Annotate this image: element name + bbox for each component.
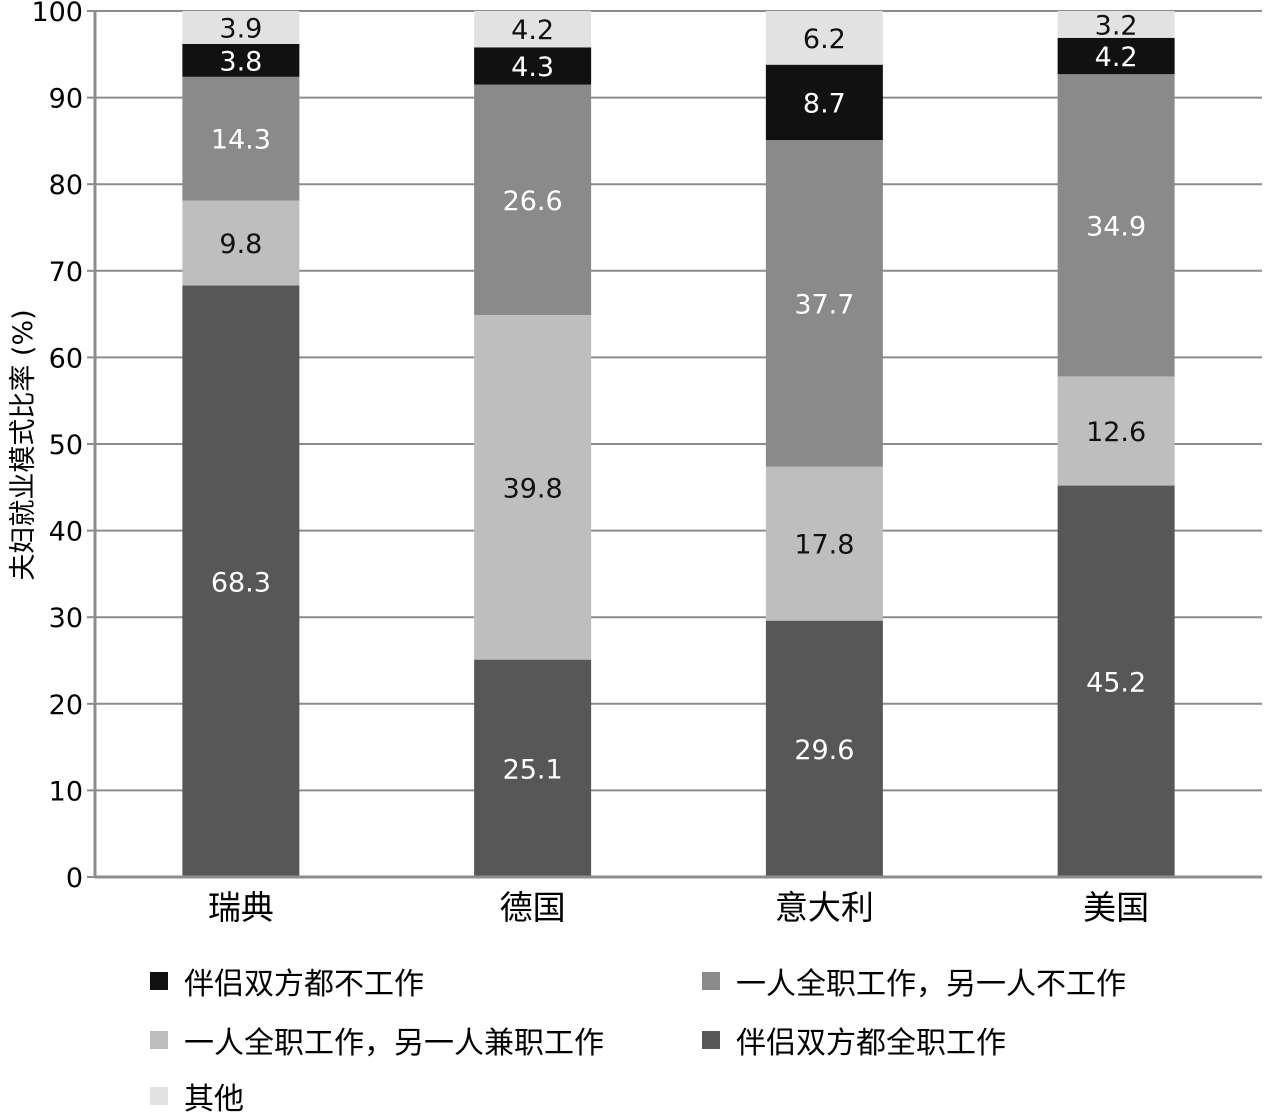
bar-segment	[1057, 11, 1175, 38]
bar-segment	[182, 200, 300, 286]
legend-label: 一人全职工作，另一人兼职工作	[184, 1026, 604, 1061]
data-label: 4.3	[511, 52, 554, 83]
y-tick-label: 40	[49, 517, 83, 548]
bars: 68.3 9.8 14.3 3.83.9 25.1 39.8 26.6 4.3 4.2 29.6 1…	[182, 10, 1175, 878]
data-label: 25.1	[503, 754, 563, 785]
bar-segment	[182, 285, 300, 878]
legend-item: 伴侣双方都不工作	[150, 959, 424, 1003]
y-tick-label: 10	[49, 776, 83, 807]
bar-segment	[765, 64, 883, 141]
x-tick-label: 瑞典	[208, 888, 274, 927]
data-label: 17.8	[794, 530, 854, 561]
data-label: 4.2	[511, 15, 554, 46]
legend-swatch	[150, 1031, 168, 1049]
data-label: 3.2	[1095, 10, 1138, 41]
bar-segment	[765, 466, 883, 621]
bar-segment	[474, 47, 592, 85]
y-axis-label: 夫妇就业模式比率 (%)	[8, 309, 39, 580]
legend-item: 一人全职工作，另一人不工作	[702, 959, 1126, 1003]
bar-segment	[765, 11, 883, 65]
data-label: 9.8	[219, 229, 262, 260]
data-label: 14.3	[211, 125, 271, 156]
bar-segment	[474, 84, 592, 315]
y-tick-label: 20	[49, 690, 83, 721]
bar-segment	[474, 659, 592, 877]
legend-swatch	[702, 1031, 720, 1049]
bar-segment	[474, 11, 592, 48]
legend-item: 伴侣双方都全职工作	[702, 1018, 1006, 1062]
y-tick-label: 50	[49, 430, 83, 461]
data-label: 39.8	[503, 473, 563, 504]
legend-swatch	[702, 972, 720, 990]
data-label: 8.7	[803, 88, 846, 119]
y-tick-label: 70	[49, 257, 83, 288]
data-label: 26.6	[503, 186, 563, 217]
y-tick-label: 80	[49, 170, 83, 201]
data-label: 68.3	[211, 567, 271, 598]
data-label: 34.9	[1086, 211, 1146, 242]
legend-swatch	[150, 972, 168, 990]
y-tick-label: 30	[49, 603, 83, 634]
data-label: 4.2	[1095, 42, 1138, 73]
x-tick-label: 意大利	[775, 888, 874, 927]
x-tick-label: 美国	[1083, 888, 1149, 927]
y-tick-label: 90	[49, 84, 83, 115]
legend-label: 一人全职工作，另一人不工作	[736, 967, 1126, 1002]
bar-segment	[1057, 485, 1175, 877]
bar-segment	[474, 314, 592, 660]
bar-segment	[1057, 74, 1175, 377]
data-label: 6.2	[803, 24, 846, 55]
axes: 0 10 20 30 40 50 60 70 80 90 100 瑞典 德国 意大利 美国	[31, 0, 1262, 927]
y-tick-label: 100	[31, 0, 83, 28]
legend-label: 伴侣双方都全职工作	[736, 1026, 1006, 1061]
bar-segment	[182, 43, 300, 77]
legend-label: 伴侣双方都不工作	[184, 967, 424, 1002]
data-label: 29.6	[794, 735, 854, 766]
bar-segment	[1057, 37, 1175, 75]
legend-label: 其他	[184, 1082, 244, 1117]
bar-segment	[182, 11, 300, 44]
bar-segment	[1057, 376, 1175, 486]
legend-item: 其他	[150, 1074, 244, 1118]
data-label: 3.9	[219, 13, 262, 44]
data-label: 37.7	[794, 289, 854, 320]
bar-segment	[182, 76, 300, 201]
x-tick-label: 德国	[500, 888, 566, 927]
legend-swatch	[150, 1087, 168, 1105]
data-label: 45.2	[1086, 667, 1146, 698]
bar-segment	[765, 140, 883, 467]
y-tick-label: 60	[49, 343, 83, 374]
bar-segment	[765, 620, 883, 877]
data-label: 3.8	[219, 46, 262, 77]
y-tick-label: 0	[66, 863, 83, 894]
legend-item: 一人全职工作，另一人兼职工作	[150, 1018, 604, 1062]
data-label: 12.6	[1086, 417, 1146, 448]
